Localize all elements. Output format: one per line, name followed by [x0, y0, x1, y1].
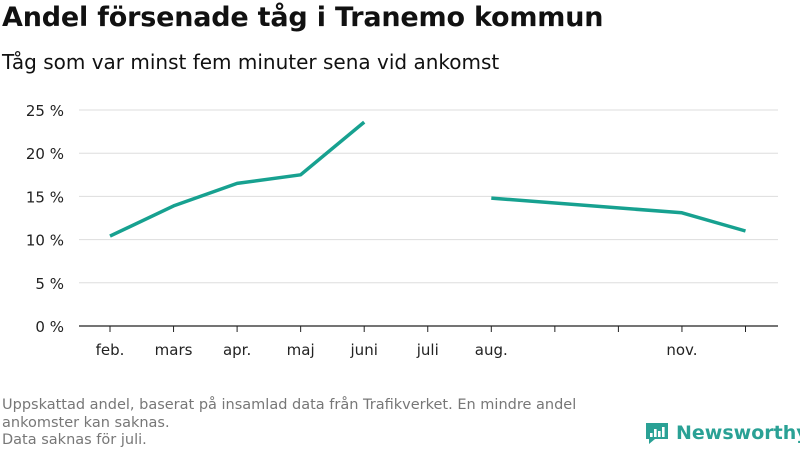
data-series: [109, 120, 746, 238]
y-tick-label: 20 %: [26, 145, 64, 163]
x-tick-label: nov.: [666, 341, 697, 359]
x-tick-label: juni: [350, 341, 378, 359]
x-tick-label: maj: [287, 341, 315, 359]
line-chart: 0 % 5 % 10 % 15 % 20 % 25 % feb. mars apr. maj ju…: [26, 102, 778, 359]
grid-lines: [79, 109, 778, 284]
x-axis-ticks: [109, 326, 746, 332]
y-tick-label: 10 %: [26, 232, 64, 250]
chart-subtitle: Tåg som var minst fem minuter sena vid a…: [2, 50, 500, 74]
y-tick-label: 5 %: [35, 275, 64, 293]
y-tick-label: 0 %: [35, 318, 64, 336]
y-axis-tick-labels: 0 % 5 % 10 % 15 % 20 % 25 %: [26, 102, 64, 336]
newsworthy-logo-icon: [646, 423, 668, 444]
chart-title: Andel försenade tåg i Tranemo kommun: [2, 2, 604, 33]
x-tick-label: apr.: [223, 341, 251, 359]
footer-note-line-2: Data saknas för juli.: [2, 432, 147, 448]
x-tick-label: aug.: [475, 341, 508, 359]
footer-note-line-1: Uppskattad andel, baserat på insamlad da…: [2, 397, 577, 431]
y-tick-label: 15 %: [26, 188, 64, 206]
x-tick-label: mars: [155, 341, 193, 359]
brand-name: Newsworthy: [676, 422, 800, 444]
brand-logo: Newsworthy: [644, 420, 800, 446]
series-line-segment: [109, 120, 366, 238]
x-tick-label: juli: [416, 341, 439, 359]
footer-note: Uppskattad andel, baserat på insamlad da…: [2, 397, 632, 450]
x-tick-label: feb.: [96, 341, 125, 359]
y-tick-label: 25 %: [26, 102, 64, 120]
x-axis-tick-labels: feb. mars apr. maj juni juli aug. nov.: [96, 341, 698, 359]
series-line-segment: [491, 196, 746, 233]
